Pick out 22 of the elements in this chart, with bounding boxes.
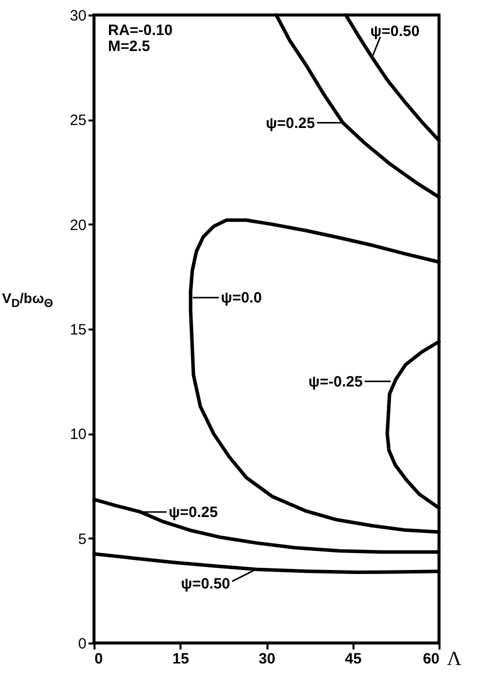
y-tick-label: 25: [70, 112, 86, 130]
x-tick-label: 60: [422, 650, 440, 668]
y-tick-label: 15: [70, 322, 86, 338]
annotation: M=2.5: [108, 38, 150, 55]
x-tick-label: 0: [94, 650, 103, 668]
y-axis-title: V$_{D}$/bω$_{Θ}$: [2, 290, 54, 310]
annotation: ψ=0.0: [220, 290, 262, 307]
y-tick-label: 20: [70, 216, 86, 234]
x-axis-title: Λ: [447, 648, 462, 670]
annotation: ψ=0.25: [168, 504, 218, 521]
annotation: RA=-0.10: [108, 22, 173, 39]
y-tick-label: 0: [78, 636, 86, 652]
annotation: ψ=-0.25: [308, 373, 363, 390]
x-tick-label: 30: [258, 650, 276, 668]
y-tick-label: 30: [70, 8, 86, 24]
annotation: ψ=0.25: [266, 114, 315, 132]
annotation: ψ=0.50: [180, 575, 230, 592]
x-tick-label: 15: [172, 650, 190, 668]
y-tick-label: 5: [78, 530, 86, 548]
annotation: ψ=0.50: [370, 22, 420, 40]
x-tick-label: 45: [344, 650, 362, 668]
y-tick-label: 10: [70, 426, 86, 444]
